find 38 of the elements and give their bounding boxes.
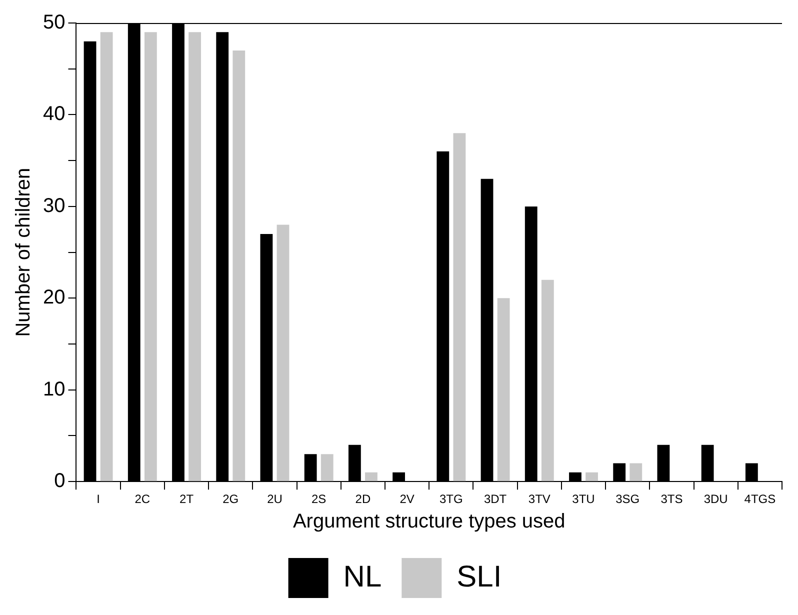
y-axis-title: Number of children bbox=[12, 168, 35, 337]
bar bbox=[232, 50, 246, 482]
x-tick-label: 3TV bbox=[528, 492, 550, 506]
bar bbox=[276, 224, 290, 482]
y-tick-label: 0 bbox=[54, 470, 66, 492]
bar bbox=[586, 472, 598, 482]
bar bbox=[541, 280, 554, 482]
x-tick-label: 2S bbox=[312, 492, 326, 506]
x-tick-label: 2V bbox=[400, 492, 414, 506]
y-tick-label: 20 bbox=[42, 286, 66, 309]
bar bbox=[630, 463, 642, 482]
bar bbox=[365, 472, 378, 482]
bar bbox=[100, 32, 113, 482]
x-tick-label: 2T bbox=[180, 492, 194, 506]
bar bbox=[144, 32, 157, 482]
x-tick-label: 2U bbox=[267, 492, 282, 506]
x-tick-label: 3DT bbox=[484, 492, 508, 506]
y-tick-label: 30 bbox=[42, 194, 66, 217]
bar bbox=[188, 32, 201, 482]
x-tick-label: 3TS bbox=[660, 492, 683, 506]
x-tick-label: 4TGS bbox=[744, 492, 776, 506]
x-tick-label: 2G bbox=[222, 492, 239, 506]
x-axis-title: Argument structure types used bbox=[292, 510, 566, 533]
x-tick-label: 3TU bbox=[572, 492, 595, 506]
y-tick-label: 50 bbox=[42, 12, 66, 34]
legend-label: NL bbox=[343, 560, 382, 594]
x-tick-label: 3TG bbox=[440, 492, 463, 506]
x-tick-label: 2C bbox=[134, 492, 150, 506]
bar bbox=[497, 298, 510, 482]
x-tick-label: I bbox=[96, 492, 100, 506]
y-tick-label: 40 bbox=[42, 103, 66, 126]
bar bbox=[453, 133, 466, 482]
x-tick-label: 2D bbox=[355, 492, 371, 506]
legend-label: SLI bbox=[456, 560, 502, 594]
bar bbox=[320, 454, 334, 482]
y-tick-label: 10 bbox=[42, 378, 66, 400]
x-tick-label: 3SG bbox=[616, 492, 640, 506]
x-tick-label: 3DU bbox=[704, 492, 728, 506]
